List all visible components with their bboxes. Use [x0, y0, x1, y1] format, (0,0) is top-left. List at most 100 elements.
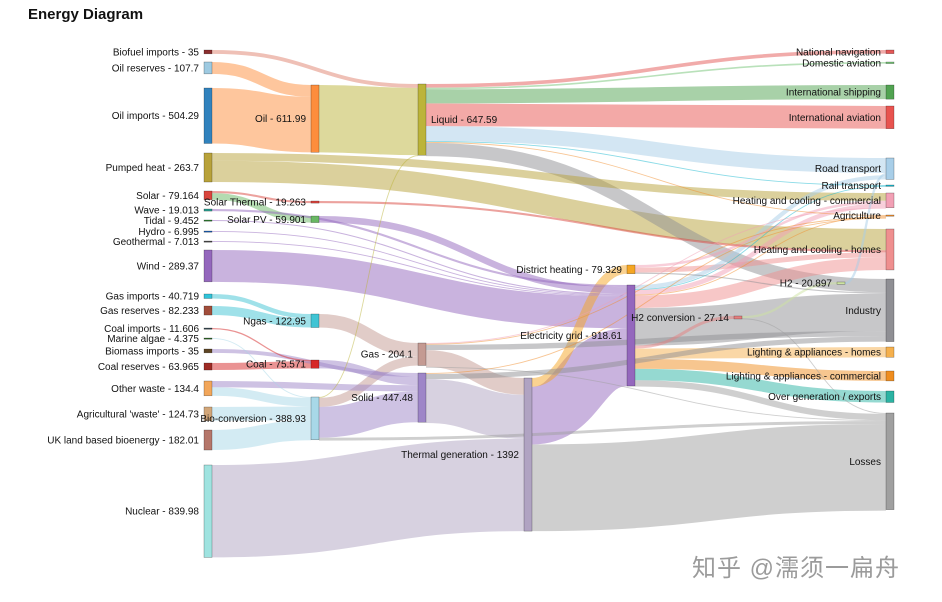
sankey-node[interactable]	[885, 214, 895, 217]
sankey-node[interactable]	[203, 249, 213, 283]
sankey-node[interactable]	[203, 305, 213, 316]
sankey-node[interactable]	[203, 293, 213, 299]
sankey-link	[634, 358, 887, 381]
sankey-link	[634, 175, 887, 290]
sankey-node[interactable]	[203, 240, 213, 243]
sankey-link	[741, 281, 838, 319]
sankey-node[interactable]	[523, 377, 533, 532]
sankey-link	[529, 328, 630, 445]
sankey-link	[425, 217, 887, 374]
sankey-node[interactable]	[203, 464, 213, 558]
sankey-link	[425, 207, 887, 344]
sankey-link	[318, 155, 419, 398]
sankey-node-label: Oil reserves - 107.7	[112, 63, 200, 74]
sankey-link	[425, 336, 887, 380]
sankey-node[interactable]	[885, 228, 895, 271]
sankey-link	[425, 379, 525, 439]
sankey-node-label: Marine algae - 4.375	[107, 334, 199, 345]
sankey-node-label: Ngas - 122.95	[243, 316, 306, 327]
sankey-node[interactable]	[417, 342, 427, 366]
sankey-node[interactable]	[885, 370, 895, 382]
sankey-node[interactable]	[885, 157, 895, 180]
sankey-node[interactable]	[885, 49, 895, 54]
sankey-link	[634, 368, 887, 403]
sankey-node[interactable]	[310, 313, 320, 328]
sankey-node[interactable]	[203, 337, 213, 340]
sankey-node-label: Losses	[849, 457, 881, 468]
sankey-node[interactable]	[885, 184, 895, 187]
sankey-link	[211, 62, 312, 97]
sankey-link	[318, 391, 419, 438]
sankey-node[interactable]	[203, 152, 213, 183]
sankey-link	[211, 50, 419, 88]
sankey-node[interactable]	[626, 284, 636, 387]
sankey-link	[318, 356, 419, 407]
sankey-node[interactable]	[203, 219, 213, 222]
sankey-node[interactable]	[885, 61, 895, 64]
sankey-link	[531, 423, 887, 532]
sankey-node-label: Heating and cooling - commercial	[733, 196, 881, 207]
sankey-node-label: H2 conversion - 27.14	[631, 313, 729, 324]
sankey-link	[211, 338, 312, 398]
sankey-link	[634, 380, 887, 421]
sankey-link	[211, 249, 628, 329]
sankey-node[interactable]	[417, 372, 427, 423]
sankey-link	[211, 406, 312, 421]
sankey-node[interactable]	[885, 278, 895, 342]
sankey-node-label: UK land based bioenergy - 182.01	[47, 436, 199, 447]
sankey-node[interactable]	[203, 327, 213, 330]
sankey-link	[211, 193, 312, 223]
sankey-node-label: Pumped heat - 263.7	[106, 163, 200, 174]
sankey-node[interactable]	[310, 200, 320, 204]
sankey-link	[211, 209, 628, 288]
sankey-node[interactable]	[836, 281, 846, 285]
sankey-node[interactable]	[417, 83, 427, 156]
sankey-node[interactable]	[203, 230, 213, 233]
sankey-link	[211, 160, 887, 251]
sankey-node[interactable]	[885, 192, 895, 209]
sankey-link	[634, 293, 887, 346]
sankey-link	[425, 126, 887, 173]
sankey-node[interactable]	[203, 49, 213, 55]
sankey-link	[634, 316, 735, 349]
sankey-node[interactable]	[885, 84, 895, 100]
sankey-node-label: Thermal generation - 1392	[401, 450, 519, 461]
sankey-node[interactable]	[885, 105, 895, 129]
sankey-node-label: Heating and cooling - homes	[754, 245, 881, 256]
sankey-node[interactable]	[203, 380, 213, 397]
sankey-node-label: Rail transport	[822, 181, 882, 192]
sankey-node[interactable]	[885, 346, 895, 358]
sankey-node[interactable]	[203, 406, 213, 421]
sankey-node-label: Solar PV - 59.901	[227, 215, 306, 226]
sankey-node[interactable]	[310, 84, 320, 153]
sankey-node-label: Gas - 204.1	[361, 350, 414, 361]
sankey-node[interactable]	[885, 390, 895, 403]
sankey-node[interactable]	[203, 362, 213, 371]
sankey-link	[211, 327, 312, 362]
sankey-node-label: International aviation	[789, 113, 881, 124]
sankey-node[interactable]	[203, 208, 213, 212]
sankey-node-label: Gas imports - 40.719	[106, 292, 200, 303]
sankey-node[interactable]	[203, 190, 213, 200]
sankey-node[interactable]	[733, 315, 743, 320]
sankey-node[interactable]	[310, 215, 320, 223]
sankey-link	[211, 438, 525, 558]
sankey-node[interactable]	[203, 61, 213, 75]
sankey-node-label: Other waste - 134.4	[111, 384, 199, 395]
sankey-node-label: Wind - 289.37	[137, 261, 200, 272]
sankey-node-label: Geothermal - 7.013	[113, 237, 200, 248]
sankey-link	[425, 62, 887, 90]
sankey-node[interactable]	[885, 412, 895, 510]
sankey-node[interactable]	[203, 429, 213, 451]
sankey-link	[425, 50, 887, 88]
sankey-node[interactable]	[203, 348, 213, 354]
sankey-link	[211, 387, 312, 407]
sankey-link	[741, 318, 887, 414]
sankey-node[interactable]	[310, 396, 320, 441]
sankey-node-label: Biomass imports - 35	[105, 346, 199, 357]
sankey-node[interactable]	[626, 264, 636, 274]
sankey-node[interactable]	[203, 87, 213, 144]
sankey-node-label: Gas reserves - 82.233	[100, 306, 199, 317]
sankey-node[interactable]	[310, 359, 320, 369]
sankey-node-label: Nuclear - 839.98	[125, 507, 199, 518]
